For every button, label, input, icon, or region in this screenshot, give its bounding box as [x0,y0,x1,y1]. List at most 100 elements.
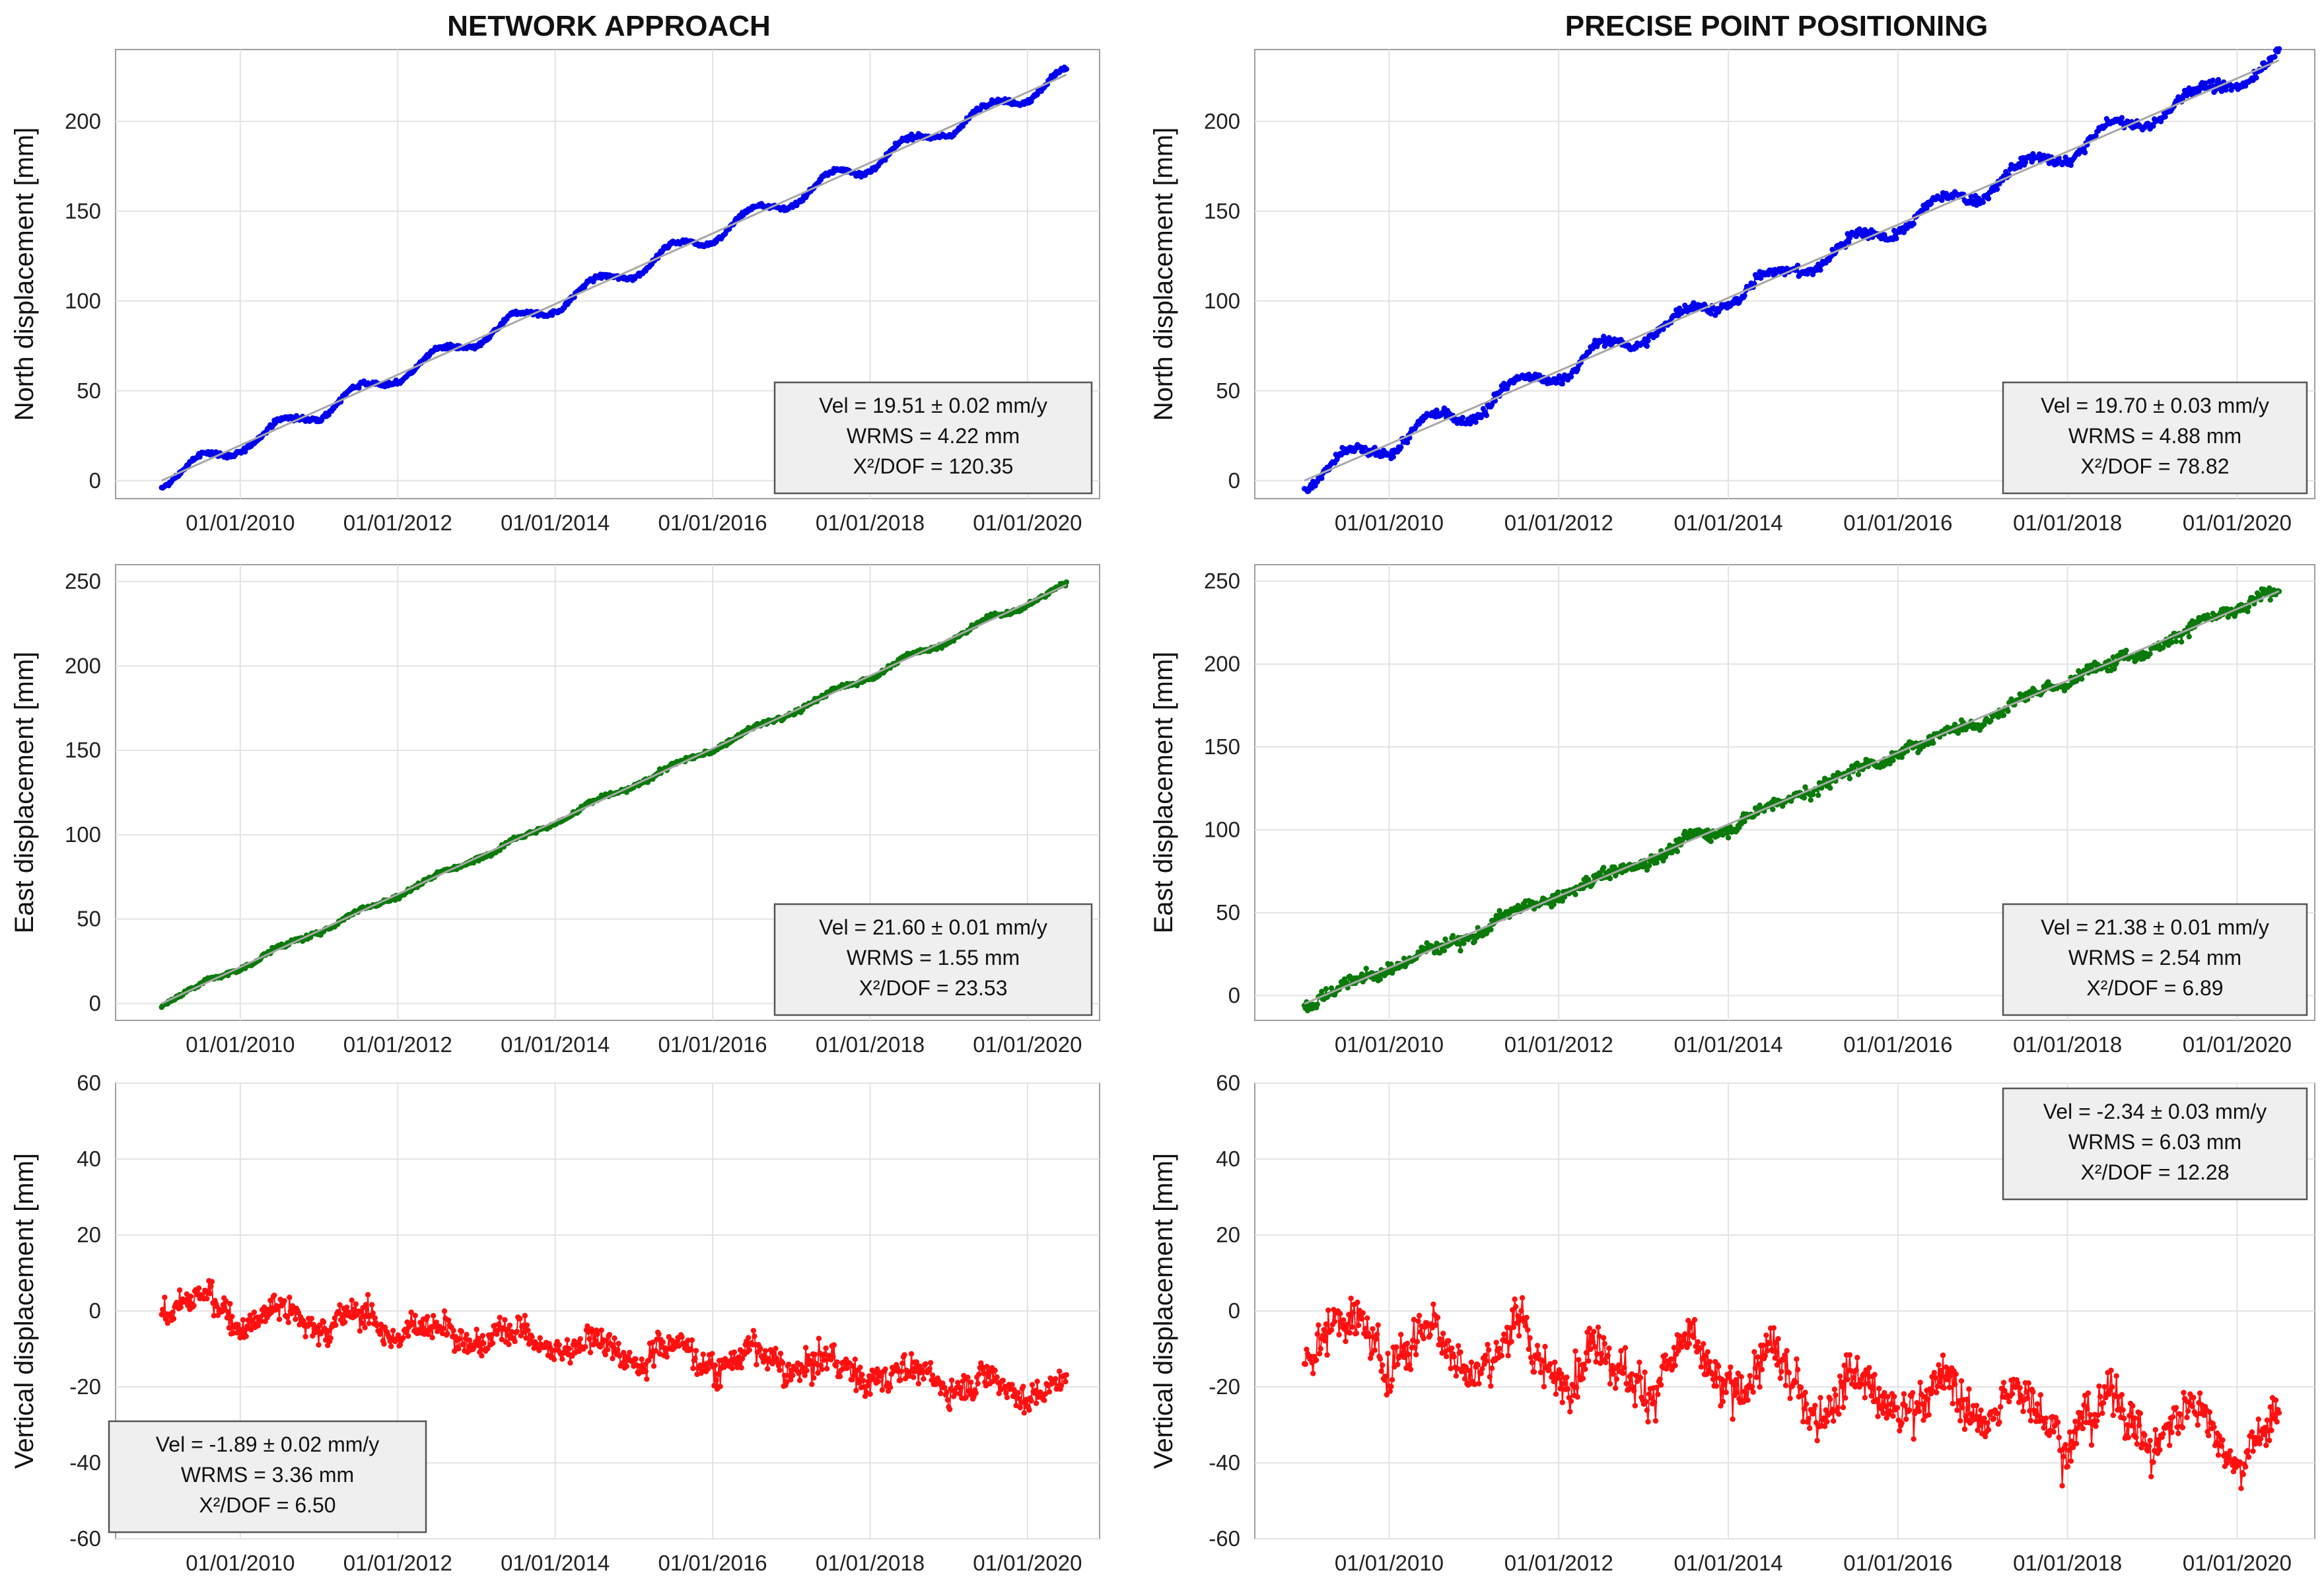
x-tick-label: 01/01/2018 [816,511,925,535]
x-tick-label: 01/01/2018 [2013,511,2122,535]
column-title-network: NETWORK APPROACH [447,10,771,42]
x-tick-label: 01/01/2010 [1335,1551,1444,1575]
x-tick-label: 01/01/2018 [2013,1551,2122,1575]
x-tick-label: 01/01/2016 [1843,1551,1952,1575]
stat-wrms: WRMS = 3.36 mm [181,1463,354,1487]
x-tick-label: 01/01/2020 [973,511,1082,535]
x-axis: 01/01/2010 01/01/2012 01/01/2014 01/01/2016… [186,50,1082,535]
trend-line [1304,59,2280,482]
x-tick-label: 01/01/2014 [501,511,610,535]
stats-box: Vel = 21.38 ± 0.01 mm/y WRMS = 2.54 mm X²/… [2002,903,2308,1016]
x-tick-label: 01/01/2010 [186,1032,295,1057]
y-tick-label: 0 [89,468,101,493]
stat-chi: X²/DOF = 78.82 [2081,454,2230,478]
y-tick-label: 0 [1228,983,1240,1007]
x-tick-label: 01/01/2018 [816,1032,925,1057]
stat-vel: Vel = -1.89 ± 0.02 mm/y [156,1432,380,1456]
y-tick-label: 50 [77,378,101,403]
y-tick-label: 200 [65,109,101,133]
x-tick-label: 01/01/2018 [816,1551,925,1575]
y-tick-label: 60 [77,1071,101,1095]
x-tick-label: 01/01/2014 [501,1551,610,1575]
y-tick-label: -40 [1209,1450,1240,1475]
y-tick-label: 0 [89,1298,101,1323]
trend-line [161,584,1067,1005]
stats-box-frame [773,903,1093,1016]
x-tick-label: 01/01/2014 [1673,1032,1782,1057]
data-series [158,64,1070,491]
y-axis-label: Vertical displacement [mm] [10,1153,39,1469]
y-tick-label: -60 [69,1526,101,1551]
x-tick-label: 01/01/2012 [343,1032,452,1057]
x-tick-label: 01/01/2010 [186,511,295,535]
stat-vel: Vel = 19.70 ± 0.03 mm/y [2041,394,2269,417]
y-tick-label: 60 [1216,1071,1240,1095]
stats-box: Vel = 19.70 ± 0.03 mm/y WRMS = 4.88 mm X²/… [2002,381,2308,495]
y-axis-label: North displacement [mm] [10,127,39,421]
x-tick-label: 01/01/2012 [1504,511,1613,535]
stat-vel: Vel = 19.51 ± 0.02 mm/y [819,394,1047,417]
chart-ppp-vertical: 01/01/2010 01/01/2012 01/01/2014 01/01/2016… [1149,1071,2315,1575]
stat-wrms: WRMS = 2.54 mm [2068,946,2241,970]
column-title-ppp: PRECISE POINT POSITIONING [1565,10,1989,42]
y-tick-label: 150 [65,738,101,762]
y-tick-label: 100 [65,822,101,847]
x-tick-label: 01/01/2016 [1843,511,1952,535]
y-tick-label: -60 [1209,1526,1240,1551]
y-tick-label: 200 [65,653,101,678]
y-tick-label: 250 [65,569,101,594]
y-tick-label: 20 [77,1222,101,1247]
stat-chi: X²/DOF = 6.89 [2086,976,2223,1000]
chart-ppp-north: 01/01/2010 01/01/2012 01/01/2014 01/01/2016… [1149,46,2315,535]
stats-box-frame [773,381,1093,495]
x-tick-label: 01/01/2016 [658,1032,767,1057]
x-tick-label: 01/01/2012 [343,511,452,535]
x-tick-label: 01/01/2020 [2183,1551,2292,1575]
x-tick-label: 01/01/2014 [1673,511,1782,535]
x-tick-label: 01/01/2014 [1673,1551,1782,1575]
y-tick-label: -20 [69,1374,101,1399]
y-tick-label: 200 [1204,109,1240,133]
x-tick-label: 01/01/2012 [1504,1032,1613,1057]
chart-panels: 01/01/2010 01/01/2012 01/01/2014 01/01/2016… [10,46,2315,1575]
y-tick-label: 50 [1216,900,1240,925]
chart-na-north: 01/01/2010 01/01/2012 01/01/2014 01/01/2016… [10,49,1100,535]
y-tick-label: 40 [1216,1147,1240,1171]
x-tick-label: 01/01/2016 [658,1551,767,1575]
x-tick-label: 01/01/2010 [1335,511,1444,535]
stats-box: Vel = -1.89 ± 0.02 mm/y WRMS = 3.36 mm X²/… [108,1420,427,1534]
x-tick-label: 01/01/2010 [186,1551,295,1575]
stat-wrms: WRMS = 4.88 mm [2068,424,2241,448]
y-tick-label: 50 [1216,378,1240,403]
y-tick-label: 100 [1204,289,1240,313]
stat-chi: X²/DOF = 23.53 [859,976,1008,1000]
stat-chi: X²/DOF = 6.50 [199,1493,335,1517]
x-tick-label: 01/01/2016 [658,511,767,535]
y-axis-label: East displacement [mm] [10,652,39,934]
y-tick-label: 0 [89,991,101,1015]
y-tick-label: 20 [1216,1222,1240,1247]
y-axis-label: East displacement [mm] [1149,652,1178,934]
x-tick-label: 01/01/2010 [1335,1032,1444,1057]
y-tick-label: -40 [69,1450,101,1475]
data-series [1301,46,2282,495]
chart-na-vertical: 01/01/2010 01/01/2012 01/01/2014 01/01/2016… [10,1071,1100,1575]
y-tick-label: 40 [77,1147,101,1171]
y-tick-label: 250 [1204,569,1240,593]
y-tick-label: 150 [1204,199,1240,223]
stats-box-frame [2002,381,2308,495]
chart-na-east: 01/01/2010 01/01/2012 01/01/2014 01/01/2016… [10,564,1100,1057]
x-tick-label: 01/01/2012 [1504,1551,1613,1575]
y-tick-label: -20 [1209,1374,1240,1399]
x-tick-label: 01/01/2014 [501,1032,610,1057]
y-tick-label: 100 [1204,817,1240,841]
stat-wrms: WRMS = 4.22 mm [847,424,1020,448]
stat-vel: Vel = 21.38 ± 0.01 mm/y [2041,915,2269,939]
y-tick-label: 0 [1228,1298,1240,1323]
x-tick-label: 01/01/2020 [973,1551,1082,1575]
